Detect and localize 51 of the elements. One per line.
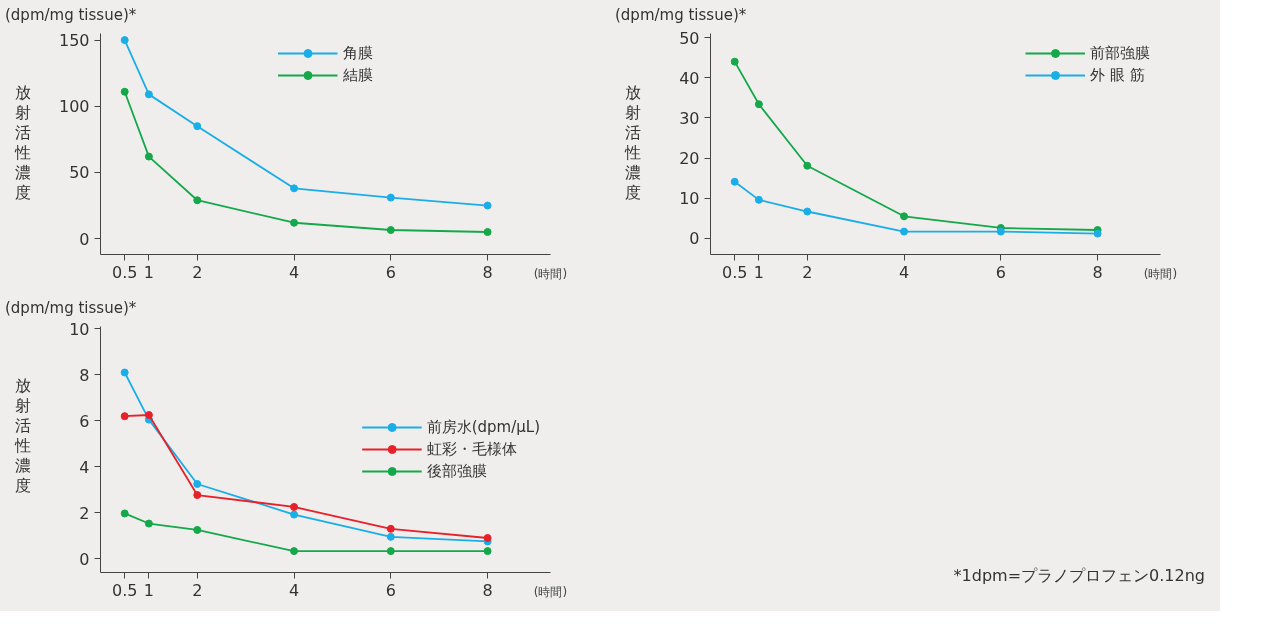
x-axis-title: (時間) bbox=[533, 584, 568, 599]
x-tick-label: 6 bbox=[385, 262, 396, 282]
x-tick-label: 0.5 bbox=[111, 580, 138, 600]
y-tick-label: 40 bbox=[679, 68, 700, 88]
y-tick-label: 0 bbox=[79, 229, 90, 249]
y-axis-title: 放射活性濃度 bbox=[15, 376, 31, 496]
legend-label: 前部強膜 bbox=[1090, 43, 1150, 63]
y-tick-label: 50 bbox=[69, 163, 90, 183]
x-tick-label: 1 bbox=[753, 262, 764, 282]
text: *1dpm=プラノプロフェン0.12ng bbox=[953, 565, 1205, 588]
y-tick-label: 30 bbox=[679, 108, 700, 128]
y-tick-label: 6 bbox=[79, 411, 90, 431]
x-axis-title: (時間) bbox=[1143, 266, 1178, 281]
x-tick-label: 2 bbox=[192, 262, 203, 282]
text: (dpm/mg tissue)* bbox=[5, 298, 137, 319]
text: (dpm/mg tissue)* bbox=[615, 5, 747, 26]
y-tick-label: 0 bbox=[689, 229, 700, 249]
x-tick-label: 8 bbox=[482, 262, 493, 282]
y-tick-label: 10 bbox=[69, 319, 90, 339]
y-tick-label: 8 bbox=[79, 365, 90, 385]
y-axis-title: 放射活性濃度 bbox=[625, 83, 641, 203]
y-tick-label: 2 bbox=[79, 503, 90, 523]
y-axis-title: 放射活性濃度 bbox=[15, 83, 31, 203]
legend-label: 後部強膜 bbox=[426, 461, 487, 481]
x-tick-label: 2 bbox=[802, 262, 813, 282]
x-tick-label: 1 bbox=[143, 580, 154, 600]
x-tick-label: 0.5 bbox=[111, 262, 138, 282]
y-tick-label: 10 bbox=[679, 189, 700, 209]
legend-label: 外 眼 筋 bbox=[1090, 65, 1145, 85]
legend-label: 結膜 bbox=[342, 65, 373, 85]
x-tick-label: 4 bbox=[288, 262, 300, 282]
y-tick-label: 4 bbox=[79, 457, 90, 477]
legend-label: 虹彩・毛様体 bbox=[426, 439, 517, 459]
x-tick-label: 1 bbox=[143, 262, 154, 282]
x-tick-label: 8 bbox=[1092, 262, 1103, 282]
x-tick-label: 8 bbox=[482, 580, 493, 600]
legend-label: 角膜 bbox=[342, 43, 373, 63]
legend-label: 前房水(dpm/μL) bbox=[426, 417, 540, 437]
x-tick-label: 2 bbox=[192, 580, 203, 600]
text: (dpm/mg tissue)* bbox=[5, 5, 137, 26]
x-tick-label: 6 bbox=[995, 262, 1006, 282]
y-tick-label: 0 bbox=[79, 549, 90, 569]
y-tick-label: 20 bbox=[679, 149, 700, 169]
x-tick-label: 4 bbox=[288, 580, 300, 600]
x-axis-title: (時間) bbox=[533, 266, 568, 281]
y-tick-label: 50 bbox=[679, 28, 700, 48]
x-tick-label: 0.5 bbox=[721, 262, 748, 282]
y-tick-label: 100 bbox=[58, 97, 90, 117]
y-tick-label: 150 bbox=[58, 31, 90, 51]
x-tick-label: 6 bbox=[385, 580, 396, 600]
x-tick-label: 4 bbox=[898, 262, 910, 282]
